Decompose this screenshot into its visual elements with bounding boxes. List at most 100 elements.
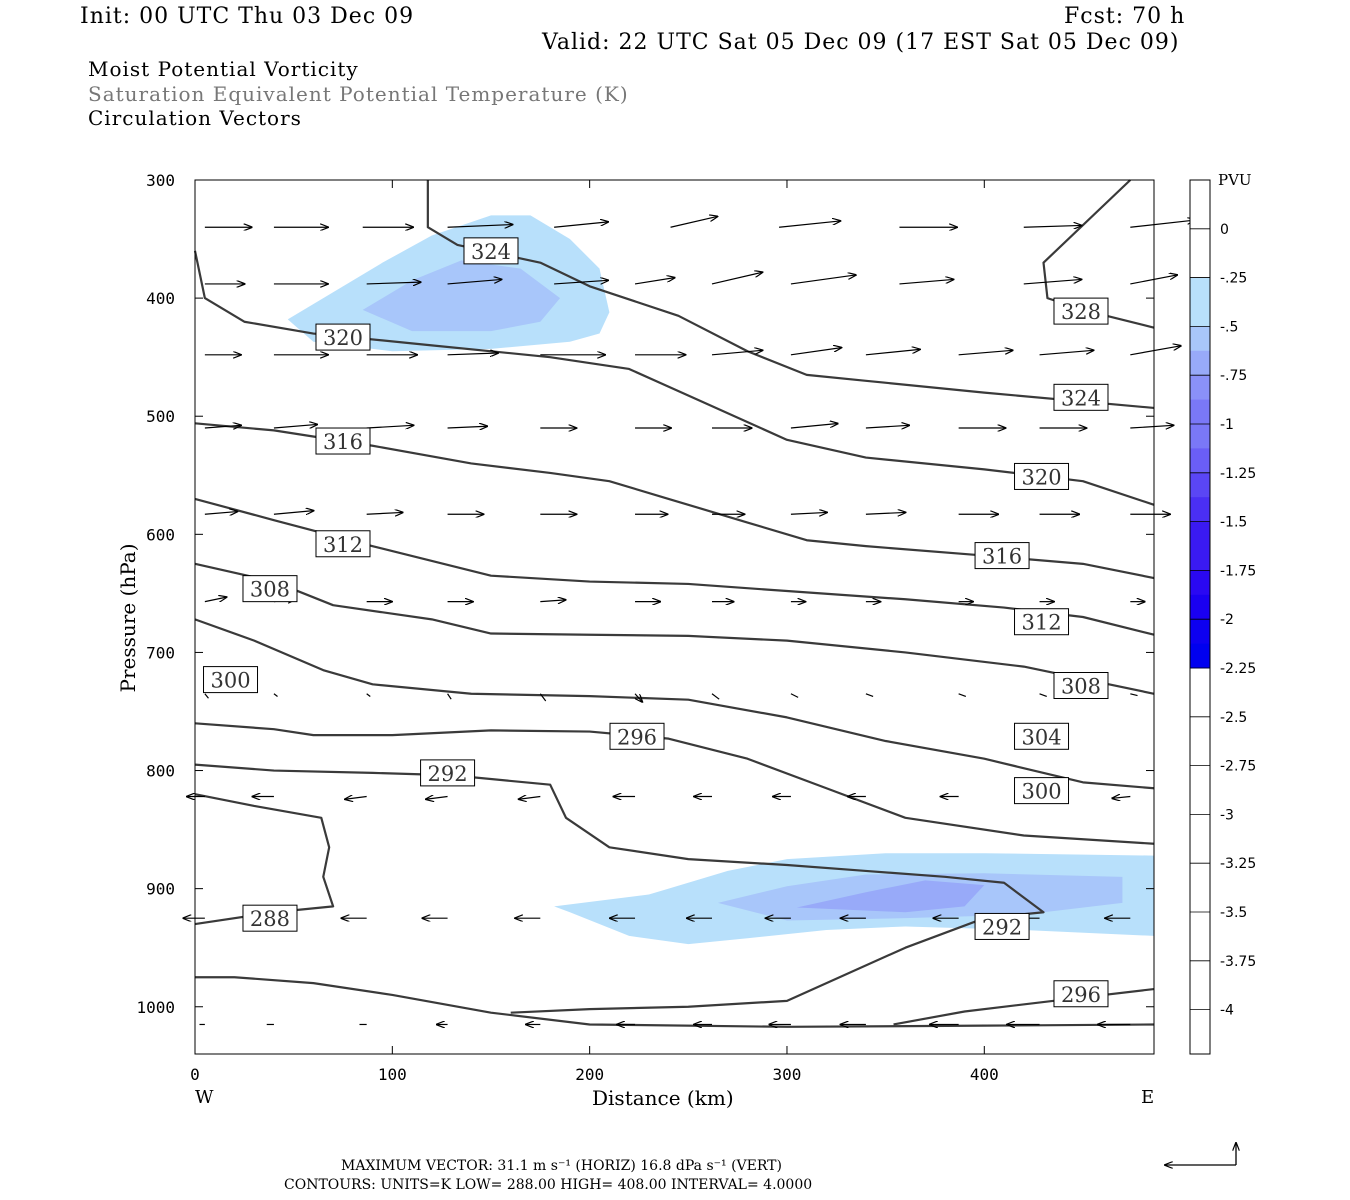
contour-label-box: [420, 759, 476, 787]
contour-label-text: 312: [323, 533, 363, 557]
colorbar-swatch: [1190, 619, 1210, 645]
vector-arrow: [899, 279, 953, 285]
vector-arrow: [540, 600, 565, 602]
contour-label-box: [315, 427, 371, 455]
colorbar-level-label: -.5: [1220, 319, 1238, 335]
contour-label-box: [315, 323, 371, 351]
vector-arrow: [447, 225, 513, 228]
contour-line: [194, 618, 1155, 790]
colorbar-level-label: -2: [1220, 612, 1234, 628]
contour-label-text: 320: [323, 326, 363, 350]
contour-label-box: [1053, 297, 1109, 325]
contour-label-box: [1014, 462, 1070, 490]
y-tick-label: 500: [146, 407, 175, 426]
contour-label: 292: [420, 759, 476, 787]
contour-label-box: [1014, 722, 1070, 750]
vector-arrow: [366, 693, 371, 697]
vector-arrow: [1130, 220, 1195, 228]
vector-arrow: [447, 279, 502, 285]
colorbar-level-label: -3.75: [1220, 954, 1256, 970]
contour-label-text: 328: [1061, 300, 1101, 324]
vector-arrow: [1130, 693, 1138, 697]
contour-label: 324: [1053, 383, 1109, 411]
colorbar-swatch: [1190, 399, 1210, 425]
pv-region: [362, 260, 561, 332]
y-tick-label: 400: [146, 289, 175, 308]
contour-label-box: [203, 666, 259, 694]
vector-arrow: [958, 693, 967, 698]
contour-label-text: 300: [1021, 780, 1061, 804]
contour-label: 328: [1053, 297, 1109, 325]
contour-label: 300: [1014, 777, 1070, 805]
colorbar-level-label: -1.25: [1220, 466, 1256, 482]
max-vector-note: MAXIMUM VECTOR: 31.1 m s⁻¹ (HORIZ) 16.8 …: [341, 1158, 782, 1174]
colorbar-level-label: -3.25: [1220, 856, 1256, 872]
colorbar-level-label: -3.5: [1220, 905, 1247, 921]
colorbar-swatch: [1190, 424, 1210, 449]
colorbar-swatch: [1190, 375, 1210, 401]
vector-arrow: [1039, 693, 1047, 698]
colorbar-level-label: -1.75: [1220, 563, 1256, 579]
contour-line: [194, 562, 1155, 695]
field-title-mpv: Moist Potential Vorticity: [88, 57, 359, 81]
contour-label-text: 300: [210, 669, 250, 693]
contour-line: [194, 793, 335, 926]
field-title-thetaes: Saturation Equivalent Potential Temperat…: [88, 82, 629, 106]
vector-arrow: [539, 693, 547, 702]
contour-label-text: 308: [1061, 675, 1101, 699]
vector-arrow: [273, 424, 317, 429]
contour-label: 316: [974, 542, 1030, 570]
contour-label-text: 296: [1061, 983, 1101, 1007]
contour-label-text: 296: [617, 725, 657, 749]
contour-line: [195, 976, 1155, 1028]
contour-label-text: 316: [323, 430, 363, 454]
contour-label-text: 316: [982, 545, 1022, 569]
forecast-hour: Fcst: 70 h: [1064, 4, 1186, 29]
contour-label-text: 292: [982, 915, 1022, 939]
reference-vector-icon: [1165, 1143, 1236, 1165]
vector-arrow: [273, 693, 278, 697]
contour-label-box: [242, 904, 298, 932]
init-time: Init: 00 UTC Thu 03 Dec 09: [80, 4, 415, 29]
contour-label-box: [1014, 777, 1070, 805]
vector-arrow: [1023, 225, 1082, 227]
vector-arrow: [554, 222, 608, 228]
contour-label-box: [974, 542, 1030, 570]
vector-arrow: [204, 512, 237, 515]
colorbar-level-label: -2.5: [1220, 710, 1247, 726]
y-tick-label: 700: [146, 643, 175, 662]
plot-frame: [194, 179, 1155, 1055]
x-end-label-west: W: [195, 1087, 214, 1108]
colorbar-swatch: [1190, 277, 1210, 303]
vector-arrow: [711, 272, 762, 285]
x-end-label-east: E: [1141, 1087, 1155, 1108]
vector-arrow: [790, 348, 841, 356]
x-tick-label: 0: [190, 1065, 200, 1084]
colorbar-swatch: [1190, 497, 1210, 523]
circulation-vectors: [183, 216, 1195, 1024]
vector-arrow: [204, 597, 227, 603]
colorbar-swatch: [1190, 448, 1210, 474]
contour-label-box: [1053, 383, 1109, 411]
contour-label: 320: [1014, 462, 1070, 490]
vector-arrow: [1130, 425, 1173, 428]
contour-label: 324: [463, 237, 519, 265]
vector-arrow: [366, 282, 421, 284]
colorbar-level-label: -4: [1220, 1003, 1234, 1019]
contour-label-box: [974, 912, 1030, 940]
contour-label-text: 304: [1021, 725, 1061, 749]
colorbar-swatch: [1190, 521, 1210, 547]
vector-arrow: [426, 797, 448, 800]
vector-arrow: [790, 512, 827, 514]
contour-label-text: 320: [1021, 465, 1061, 489]
contour-label: 296: [609, 722, 665, 750]
contour-label-box: [609, 722, 665, 750]
vector-arrow: [1112, 797, 1131, 799]
contour-label-text: 288: [250, 907, 290, 931]
vector-arrow: [790, 424, 838, 429]
contour-label-text: 312: [1021, 611, 1061, 635]
colorbar-level-label: -2.75: [1220, 759, 1256, 775]
vector-arrow: [447, 693, 452, 700]
field-title-vectors: Circulation Vectors: [88, 106, 302, 130]
contour-label: 308: [242, 575, 298, 603]
